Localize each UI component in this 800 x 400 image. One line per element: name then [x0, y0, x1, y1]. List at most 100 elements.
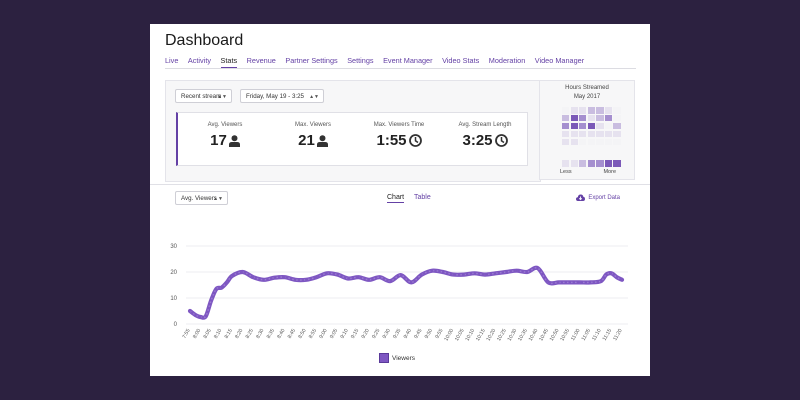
heatmap-cell: [604, 130, 613, 138]
tab-video-manager[interactable]: Video Manager: [534, 56, 585, 65]
data-point: [547, 281, 550, 284]
metric-value: 21: [298, 132, 315, 149]
x-tick-label: 7:55: [181, 328, 191, 340]
data-point: [336, 273, 339, 276]
tab-table[interactable]: Table: [414, 194, 431, 201]
x-tick-label: 8:45: [287, 328, 297, 340]
tab-live[interactable]: Live: [165, 56, 179, 65]
y-tick-label: 20: [170, 270, 177, 276]
data-point: [589, 281, 592, 284]
tab-chart[interactable]: Chart: [387, 194, 405, 203]
data-point: [526, 271, 529, 273]
data-point: [315, 276, 318, 279]
x-tick-label: 10:45: [538, 328, 550, 342]
data-point: [194, 314, 197, 316]
metric-select[interactable]: Avg. Viewers ▲▼: [175, 191, 228, 205]
data-point: [305, 278, 307, 281]
heatmap-cell: [570, 130, 578, 138]
heatmap-cell: [613, 107, 621, 114]
tab-moderation[interactable]: Moderation: [488, 56, 526, 65]
heatmap-cell: [596, 107, 604, 114]
chart-legend: Viewers: [379, 353, 415, 363]
x-tick-label: 9:15: [350, 328, 360, 340]
heatmap-less-label: Less: [560, 169, 572, 175]
metric-max-viewers-time: Max. Viewers Time 1:55: [354, 122, 444, 149]
tab-video-stats[interactable]: Video Stats: [442, 56, 480, 65]
heatmap-cell: [613, 130, 621, 138]
data-point: [605, 273, 608, 276]
date-select[interactable]: Friday, May 19 - 3:25 ▲▼: [240, 89, 324, 103]
heatmap-cell: [570, 114, 578, 122]
data-point: [215, 288, 218, 290]
heatmap-cell: [596, 138, 604, 146]
data-point: [621, 278, 623, 281]
x-tick-label: 9:45: [413, 328, 423, 340]
tab-partner-settings[interactable]: Partner Settings: [285, 56, 338, 65]
data-point: [615, 276, 618, 279]
tab-stats[interactable]: Stats: [220, 56, 238, 68]
heatmap-cell: [579, 107, 587, 114]
metric-avg-viewers: Avg. Viewers 17: [180, 122, 270, 149]
metric-avg-stream-length: Avg. Stream Length 3:25: [440, 122, 530, 149]
heatmap-cell: [562, 122, 570, 130]
hours-streamed-panel: Hours Streamed May 2017 Less More: [539, 80, 635, 180]
legend-label: Viewers: [392, 354, 416, 362]
x-tick-label: 11:05: [581, 328, 593, 342]
heatmap-legend-cell: [562, 160, 570, 167]
metric-value: 17: [210, 132, 227, 149]
heatmap-cell: [604, 122, 613, 130]
heatmap-cell: [579, 114, 587, 122]
summary-panel: Recent stream ▲▼ Friday, May 19 - 3:25 ▲…: [165, 80, 541, 182]
x-tick-label: 8:50: [297, 328, 307, 340]
heatmap-cell: [587, 114, 595, 122]
clock-icon: [408, 134, 422, 147]
tab-revenue[interactable]: Revenue: [246, 56, 276, 65]
metric-select-value: Avg. Viewers: [181, 195, 217, 202]
metric-value: 1:55: [376, 132, 407, 149]
x-tick-label: 8:25: [245, 328, 255, 340]
heatmap-title-line1: Hours Streamed: [565, 85, 609, 91]
heatmap-legend-cell: [587, 160, 595, 167]
data-point: [452, 273, 455, 276]
x-tick-label: 9:25: [371, 328, 381, 340]
data-point: [463, 273, 465, 276]
heatmap-cell: [613, 122, 621, 130]
x-tick-label: 9:30: [382, 328, 392, 340]
data-point: [326, 272, 328, 275]
heatmap-cell: [587, 107, 595, 114]
x-tick-label: 10:40: [528, 328, 540, 342]
heatmap-cell: [587, 130, 595, 138]
heatmap-cell: [604, 114, 613, 122]
x-tick-label: 11:10: [591, 328, 603, 342]
tab-settings[interactable]: Settings: [347, 56, 374, 65]
heatmap-legend: [562, 160, 621, 167]
stream-select[interactable]: Recent stream ▲▼: [175, 89, 232, 103]
legend-swatch: [379, 353, 389, 363]
select-arrows-icon: ▲▼: [217, 94, 227, 100]
data-point: [578, 281, 581, 284]
export-data-button[interactable]: Export Data: [576, 194, 620, 201]
data-point: [204, 315, 207, 318]
tab-activity[interactable]: Activity: [187, 56, 211, 65]
heatmap-legend-cell: [579, 160, 587, 167]
x-tick-label: 9:05: [329, 328, 339, 340]
tab-event-manager[interactable]: Event Manager: [383, 56, 433, 65]
data-point: [399, 274, 402, 277]
data-point: [262, 278, 265, 281]
data-point: [389, 280, 392, 282]
heatmap-cell: [604, 107, 613, 114]
data-point: [557, 281, 560, 284]
data-point: [231, 275, 234, 277]
heatmap-cell: [579, 130, 587, 138]
heatmap-legend-cell: [570, 160, 578, 167]
metrics-card: Avg. Viewers 17 Max. Viewers 21 Max. Vie…: [176, 112, 528, 166]
x-tick-label: 10:05: [454, 328, 466, 342]
data-point: [536, 267, 539, 269]
cloud-download-icon: [576, 194, 586, 201]
x-tick-label: 9:55: [434, 328, 444, 340]
heatmap-title-line2: May 2017: [573, 94, 601, 100]
x-tick-label: 10:00: [443, 328, 455, 342]
data-point: [199, 316, 202, 318]
x-tick-label: 8:35: [266, 328, 276, 340]
